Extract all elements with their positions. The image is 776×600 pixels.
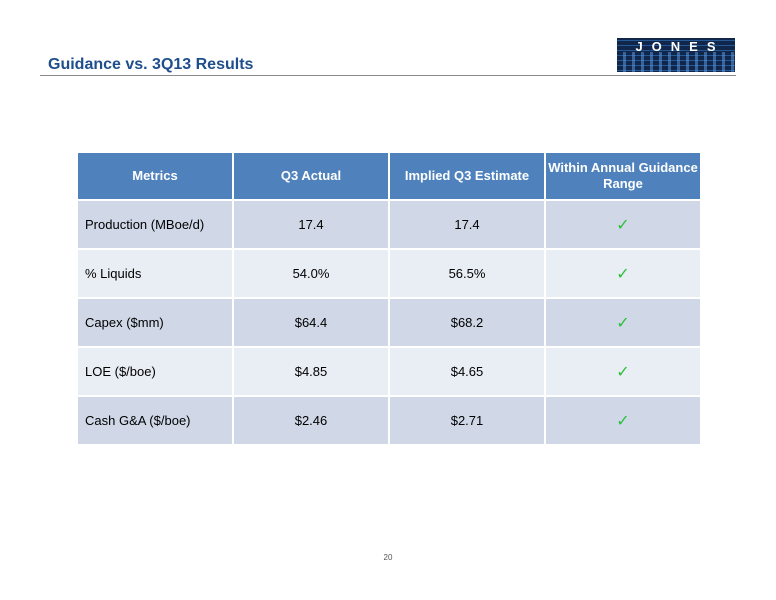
table-row: Production (MBoe/d) 17.4 17.4 ✓ xyxy=(76,199,702,250)
column-header-q3-actual: Q3 Actual xyxy=(232,151,390,201)
page-number: 20 xyxy=(383,553,393,562)
implied-estimate-value: 56.5% xyxy=(388,248,546,299)
checkmark-icon: ✓ xyxy=(616,412,630,430)
table-row: LOE ($/boe) $4.85 $4.65 ✓ xyxy=(76,346,702,397)
implied-estimate-value: $2.71 xyxy=(388,395,546,446)
column-header-within-guidance: Within Annual Guidance Range xyxy=(544,151,702,201)
column-header-implied-estimate: Implied Q3 Estimate xyxy=(388,151,546,201)
checkmark-icon: ✓ xyxy=(616,265,630,283)
within-guidance-cell: ✓ xyxy=(544,297,702,348)
metric-name: Capex ($mm) xyxy=(76,297,234,348)
guidance-table: Metrics Q3 Actual Implied Q3 Estimate Wi… xyxy=(76,151,702,446)
q3-actual-value: $2.46 xyxy=(232,395,390,446)
implied-estimate-value: $68.2 xyxy=(388,297,546,348)
implied-estimate-value: 17.4 xyxy=(388,199,546,250)
checkmark-icon: ✓ xyxy=(616,363,630,381)
within-guidance-cell: ✓ xyxy=(544,248,702,299)
table-row: Cash G&A ($/boe) $2.46 $2.71 ✓ xyxy=(76,395,702,446)
within-guidance-cell: ✓ xyxy=(544,346,702,397)
within-guidance-cell: ✓ xyxy=(544,199,702,250)
table-header-row: Metrics Q3 Actual Implied Q3 Estimate Wi… xyxy=(76,151,702,201)
metric-name: Production (MBoe/d) xyxy=(76,199,234,250)
metric-name: Cash G&A ($/boe) xyxy=(76,395,234,446)
checkmark-icon: ✓ xyxy=(616,216,630,234)
table-row: Capex ($mm) $64.4 $68.2 ✓ xyxy=(76,297,702,348)
metric-name: % Liquids xyxy=(76,248,234,299)
company-logo: JONES xyxy=(617,38,735,72)
page-title: Guidance vs. 3Q13 Results xyxy=(48,56,254,73)
logo-text: JONES xyxy=(635,39,725,54)
title-divider xyxy=(40,75,736,76)
within-guidance-cell: ✓ xyxy=(544,395,702,446)
q3-actual-value: $64.4 xyxy=(232,297,390,348)
metric-name: LOE ($/boe) xyxy=(76,346,234,397)
table-row: % Liquids 54.0% 56.5% ✓ xyxy=(76,248,702,299)
checkmark-icon: ✓ xyxy=(616,314,630,332)
q3-actual-value: 17.4 xyxy=(232,199,390,250)
q3-actual-value: 54.0% xyxy=(232,248,390,299)
logo-stripes-vertical xyxy=(617,52,735,72)
column-header-metrics: Metrics xyxy=(76,151,234,201)
q3-actual-value: $4.85 xyxy=(232,346,390,397)
implied-estimate-value: $4.65 xyxy=(388,346,546,397)
